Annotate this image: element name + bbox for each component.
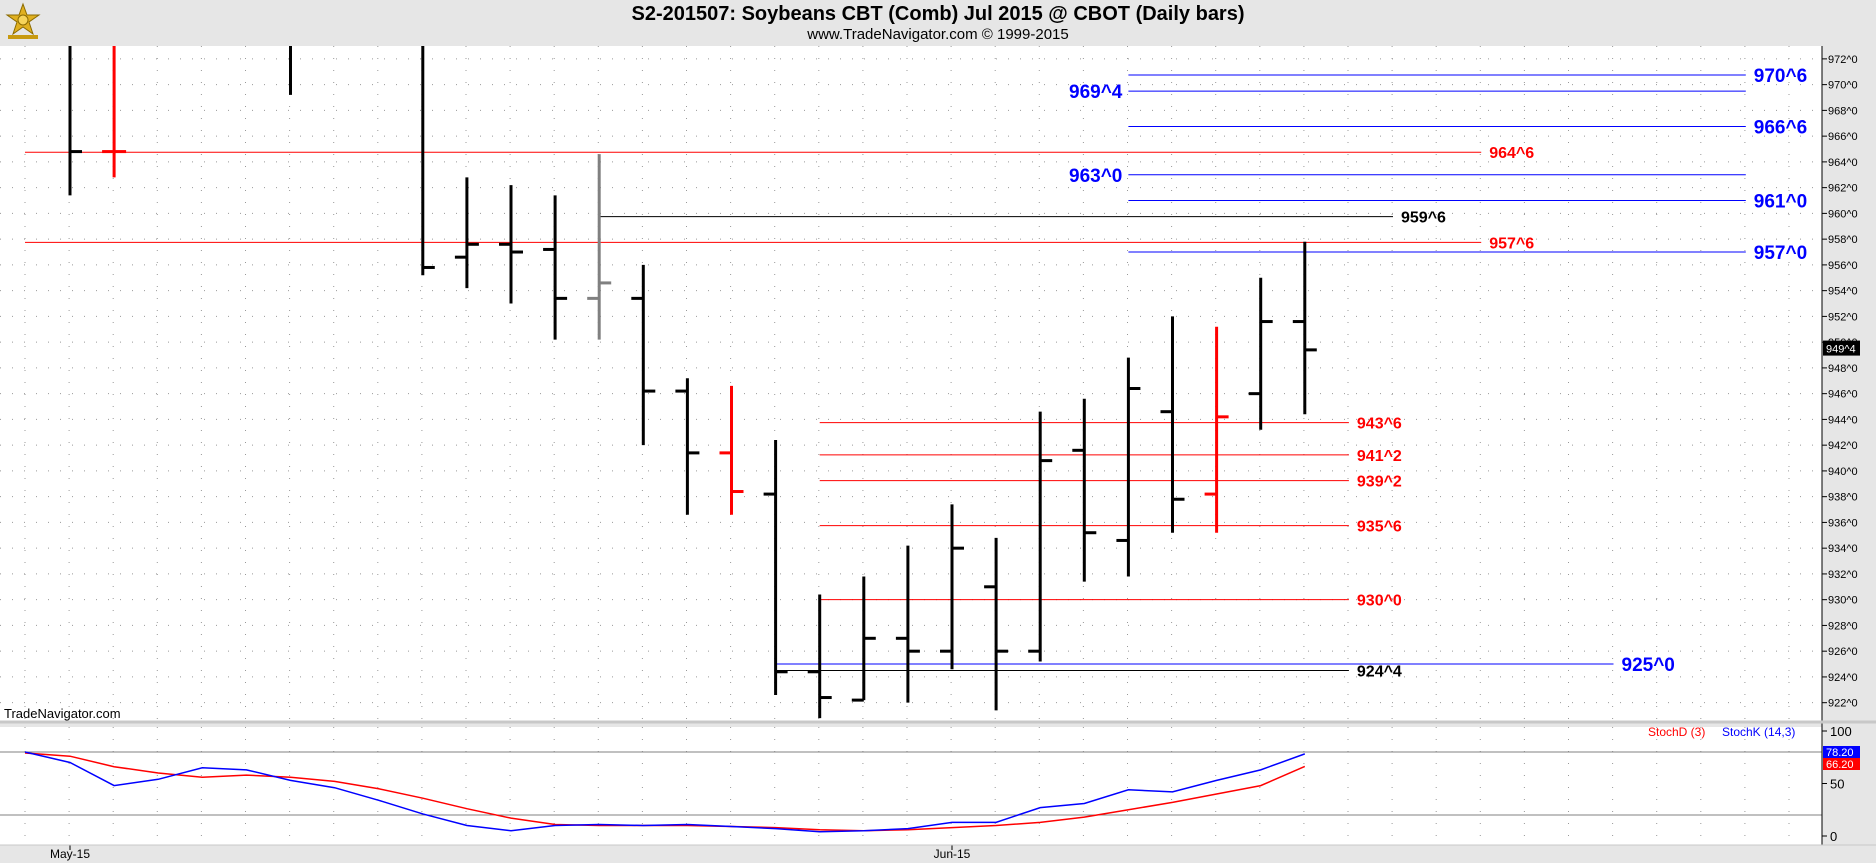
chart-title: S2-201507: Soybeans CBT (Comb) Jul 2015 … — [631, 3, 1245, 25]
stochastic-axis-label: 100 — [1830, 724, 1852, 739]
date-axis-label: Jun-15 — [934, 847, 971, 861]
axis-tick-label: 936^0 — [1828, 517, 1858, 529]
date-axis-label: May-15 — [50, 847, 90, 861]
level-label: 930^0 — [1357, 593, 1402, 610]
axis-tick-label: 964^0 — [1828, 157, 1858, 169]
axis-tick-label: 934^0 — [1828, 543, 1858, 555]
level-label: 970^6 — [1754, 66, 1807, 87]
level-label: 935^6 — [1357, 519, 1402, 536]
legend-entry: StochD (3) — [1648, 725, 1705, 739]
level-label: 943^6 — [1357, 416, 1402, 433]
level-label: 964^6 — [1489, 145, 1534, 162]
last-price-marker — [1823, 340, 1860, 356]
axis-tick-label: 970^0 — [1828, 80, 1858, 92]
level-label: 969^4 — [1069, 82, 1123, 103]
axis-tick-label: 940^0 — [1828, 466, 1858, 478]
axis-tick-label: 958^0 — [1828, 234, 1858, 246]
axis-tick-label: 956^0 — [1828, 260, 1858, 272]
level-label: 961^0 — [1754, 192, 1807, 213]
axis-tick-label: 946^0 — [1828, 389, 1858, 401]
level-label: 925^0 — [1622, 655, 1675, 676]
axis-tick-label: 922^0 — [1828, 698, 1858, 710]
stochastic-last-label: 78.20 — [1826, 747, 1854, 759]
stochastic-panel-background — [0, 727, 1822, 845]
stochastic-lines — [0, 751, 1822, 833]
level-label: 924^4 — [1357, 663, 1402, 680]
stochastic-series-line — [24, 751, 1306, 833]
axis-tick-label: 930^0 — [1828, 595, 1858, 607]
price-panel-background — [0, 46, 1822, 722]
axis-tick-label: 962^0 — [1828, 183, 1858, 195]
axis-tick-label: 938^0 — [1828, 492, 1858, 504]
level-label: 957^6 — [1489, 235, 1534, 252]
chart-header: S2-201507: Soybeans CBT (Comb) Jul 2015 … — [0, 0, 1876, 46]
axis-tick-label: 944^0 — [1828, 414, 1858, 426]
stochastic-axis-label: 0 — [1830, 829, 1837, 844]
level-label: 963^0 — [1069, 166, 1122, 187]
price-bars — [68, 46, 1317, 719]
stochastic-legend: StochD (3) StochK (14,3) — [1648, 725, 1795, 739]
axis-tick-label: 924^0 — [1828, 672, 1858, 684]
trade-navigator-logo-icon — [5, 2, 41, 39]
axis-tick-label: 932^0 — [1828, 569, 1858, 581]
last-price-label: 949^4 — [1826, 344, 1856, 356]
axis-tick-label: 928^0 — [1828, 620, 1858, 632]
axis-tick-label: 954^0 — [1828, 286, 1858, 298]
level-label: 939^2 — [1357, 474, 1402, 491]
axis-tick-label: 960^0 — [1828, 208, 1858, 220]
axis-tick-label: 972^0 — [1828, 54, 1858, 66]
chart-subtitle: www.TradeNavigator.com © 1999-2015 — [807, 26, 1069, 43]
level-label: 966^6 — [1754, 117, 1807, 138]
watermark: TradeNavigator.com — [4, 706, 121, 721]
level-label: 957^0 — [1754, 243, 1807, 264]
legend-entry: StochK (14,3) — [1722, 725, 1795, 739]
price-axis: 922^0 924^0 926^0 928^0 930^0 932^0 934^0 936^0… — [1821, 46, 1860, 845]
axis-tick-label: 948^0 — [1828, 363, 1858, 375]
stochastic-last-marker — [1823, 746, 1860, 758]
date-axis: May-15 Jun-15 — [50, 845, 971, 861]
stochastic-axis-label: 50 — [1830, 777, 1844, 792]
axis-tick-label: 926^0 — [1828, 646, 1858, 658]
axis-tick-label: 966^0 — [1828, 131, 1858, 143]
axis-tick-label: 968^0 — [1828, 105, 1858, 117]
level-label: 959^6 — [1401, 210, 1446, 227]
level-label: 941^2 — [1357, 448, 1402, 465]
stochastic-last-marker — [1823, 758, 1860, 770]
stochastic-last-label: 66.20 — [1826, 759, 1854, 771]
level-lines: 970^6 969^4 966^6 964^6 963^0 961^0 959^6 957^6… — [25, 66, 1807, 680]
axis-tick-label: 952^0 — [1828, 311, 1858, 323]
axis-tick-label: 942^0 — [1828, 440, 1858, 452]
